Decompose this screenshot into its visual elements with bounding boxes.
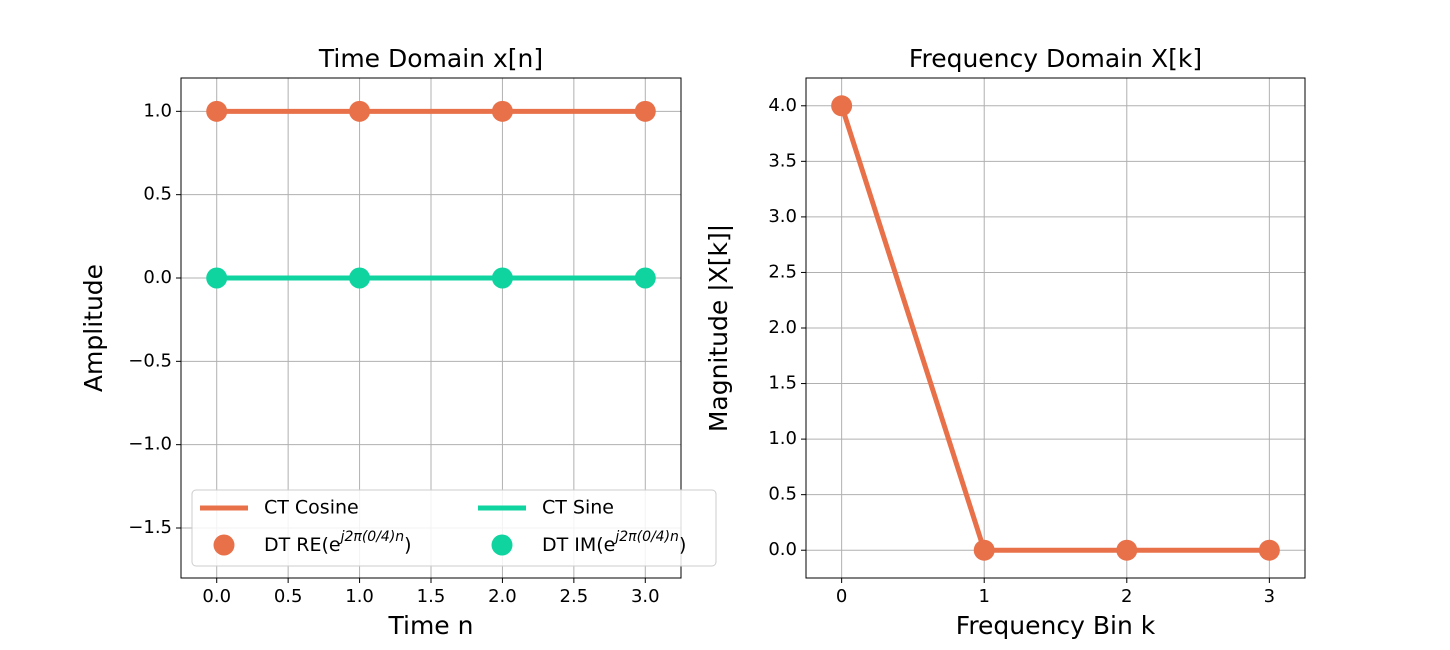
- x-tick-label: 2.5: [560, 586, 589, 607]
- axes-frame: [180, 77, 682, 579]
- y-axis-label: Magnitude |X[k]|: [704, 224, 733, 432]
- data-point: [491, 100, 513, 122]
- x-tick-label: 0: [836, 586, 847, 607]
- y-tick-label: 2.0: [768, 317, 797, 338]
- y-tick-label: 1.0: [143, 100, 172, 121]
- legend-label: CT Cosine: [264, 497, 359, 519]
- data-point: [491, 267, 513, 289]
- data-point: [634, 100, 656, 122]
- legend-marker: [213, 534, 235, 556]
- y-tick-label: −1.5: [128, 517, 172, 538]
- y-tick-label: 4.0: [768, 95, 797, 116]
- subplot: 0 1 2 3 0.0 0.5 1.0 1.5 2.0 2.5 3.0 3.5 4.0 Frequency…: [704, 44, 1306, 640]
- y-tick-label: 0.5: [143, 184, 172, 205]
- y-tick-label: 3.5: [768, 150, 797, 171]
- data-point: [1258, 539, 1280, 561]
- data-point: [349, 100, 371, 122]
- y-tick-label: 0.0: [768, 539, 797, 560]
- y-tick-label: 1.0: [768, 428, 797, 449]
- legend: CT Cosine CT Sine DT RE(ej2π(0/4)n) DT IM(e…: [191, 489, 717, 567]
- axes-frame: [805, 77, 1306, 579]
- y-tick-label: 0.0: [143, 267, 172, 288]
- x-tick-label: 0.5: [274, 586, 303, 607]
- legend-marker: [491, 534, 513, 556]
- data-point: [349, 267, 371, 289]
- data-point: [634, 267, 656, 289]
- x-tick-label: 1.0: [345, 586, 374, 607]
- y-tick-label: −0.5: [128, 350, 172, 371]
- data-point: [973, 539, 995, 561]
- x-tick-label: 3.0: [631, 586, 660, 607]
- subplot: 0.0 0.5 1.0 1.5 2.0 2.5 3.0 −1.5 −1.0 −0.5 0.0 0.5 1…: [79, 44, 717, 640]
- x-axis-label: Frequency Bin k: [956, 611, 1156, 640]
- y-tick-label: 1.5: [768, 373, 797, 394]
- y-axis-label: Amplitude: [79, 264, 108, 392]
- data-point: [206, 100, 228, 122]
- data-point: [206, 267, 228, 289]
- y-tick-label: 2.5: [768, 261, 797, 282]
- legend-box: [191, 489, 717, 567]
- y-tick-label: −1.0: [128, 434, 172, 455]
- x-tick-label: 1: [978, 586, 989, 607]
- y-tick-label: 0.5: [768, 484, 797, 505]
- x-tick-label: 2.0: [488, 586, 517, 607]
- data-point: [1116, 539, 1138, 561]
- y-tick-label: 3.0: [768, 206, 797, 227]
- series-line: [839, 105, 1270, 553]
- x-tick-label: 3: [1264, 586, 1275, 607]
- data-point: [831, 95, 853, 117]
- x-tick-label: 1.5: [417, 586, 446, 607]
- x-tick-label: 2: [1121, 586, 1132, 607]
- x-axis-label: Time n: [388, 611, 474, 640]
- legend-label: CT Sine: [542, 497, 614, 519]
- x-tick-label: 0.0: [202, 586, 231, 607]
- chart-title: Time Domain x[n]: [318, 44, 543, 73]
- legend-label: DT IM(ej2π(0/4)n): [542, 529, 686, 556]
- chart-title: Frequency Domain X[k]: [909, 44, 1202, 73]
- legend-label: DT RE(ej2π(0/4)n): [264, 529, 412, 556]
